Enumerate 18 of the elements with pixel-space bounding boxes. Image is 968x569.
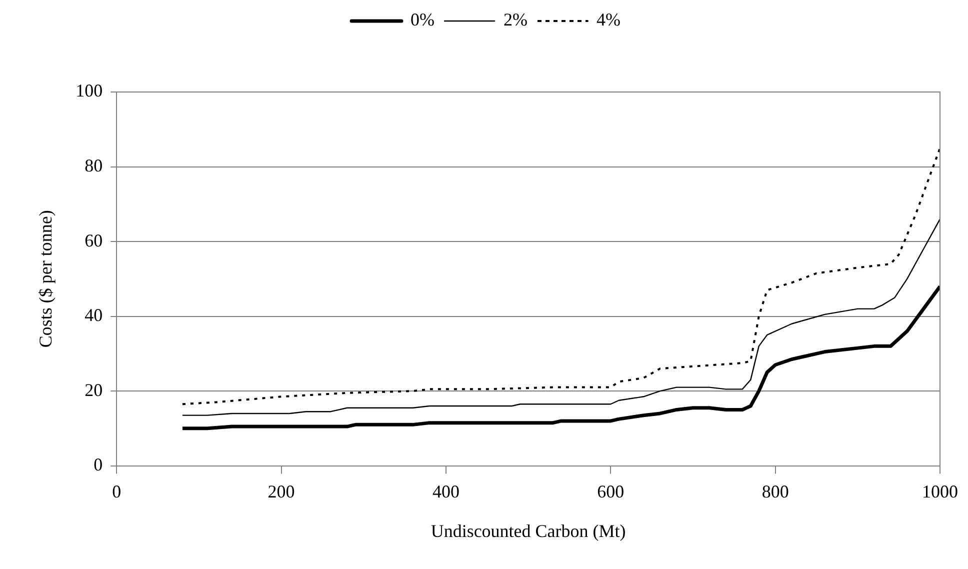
x-tick-label: 600 xyxy=(597,481,624,502)
x-tick-label: 800 xyxy=(762,481,789,502)
y-tick-label: 60 xyxy=(84,230,103,250)
y-tick-label: 80 xyxy=(84,155,103,176)
line-series xyxy=(181,147,940,406)
x-tick-label: 0 xyxy=(112,481,122,502)
legend-label: 2% xyxy=(504,10,528,30)
y-axis-title: Costs ($ per tonne) xyxy=(36,210,56,348)
x-tick-label: 200 xyxy=(268,481,295,502)
x-tick-label: 400 xyxy=(432,481,460,502)
x-axis-title: Undiscounted Carbon (Mt) xyxy=(430,520,626,541)
y-tick-label: 20 xyxy=(84,380,103,400)
y-tick-label: 100 xyxy=(76,80,103,101)
y-tick-label: 40 xyxy=(84,305,103,326)
legend-label: 0% xyxy=(410,10,435,30)
y-tick-label: 0 xyxy=(94,454,103,475)
legend-label: 4% xyxy=(596,10,620,30)
x-tick-label: 1000 xyxy=(922,481,958,502)
